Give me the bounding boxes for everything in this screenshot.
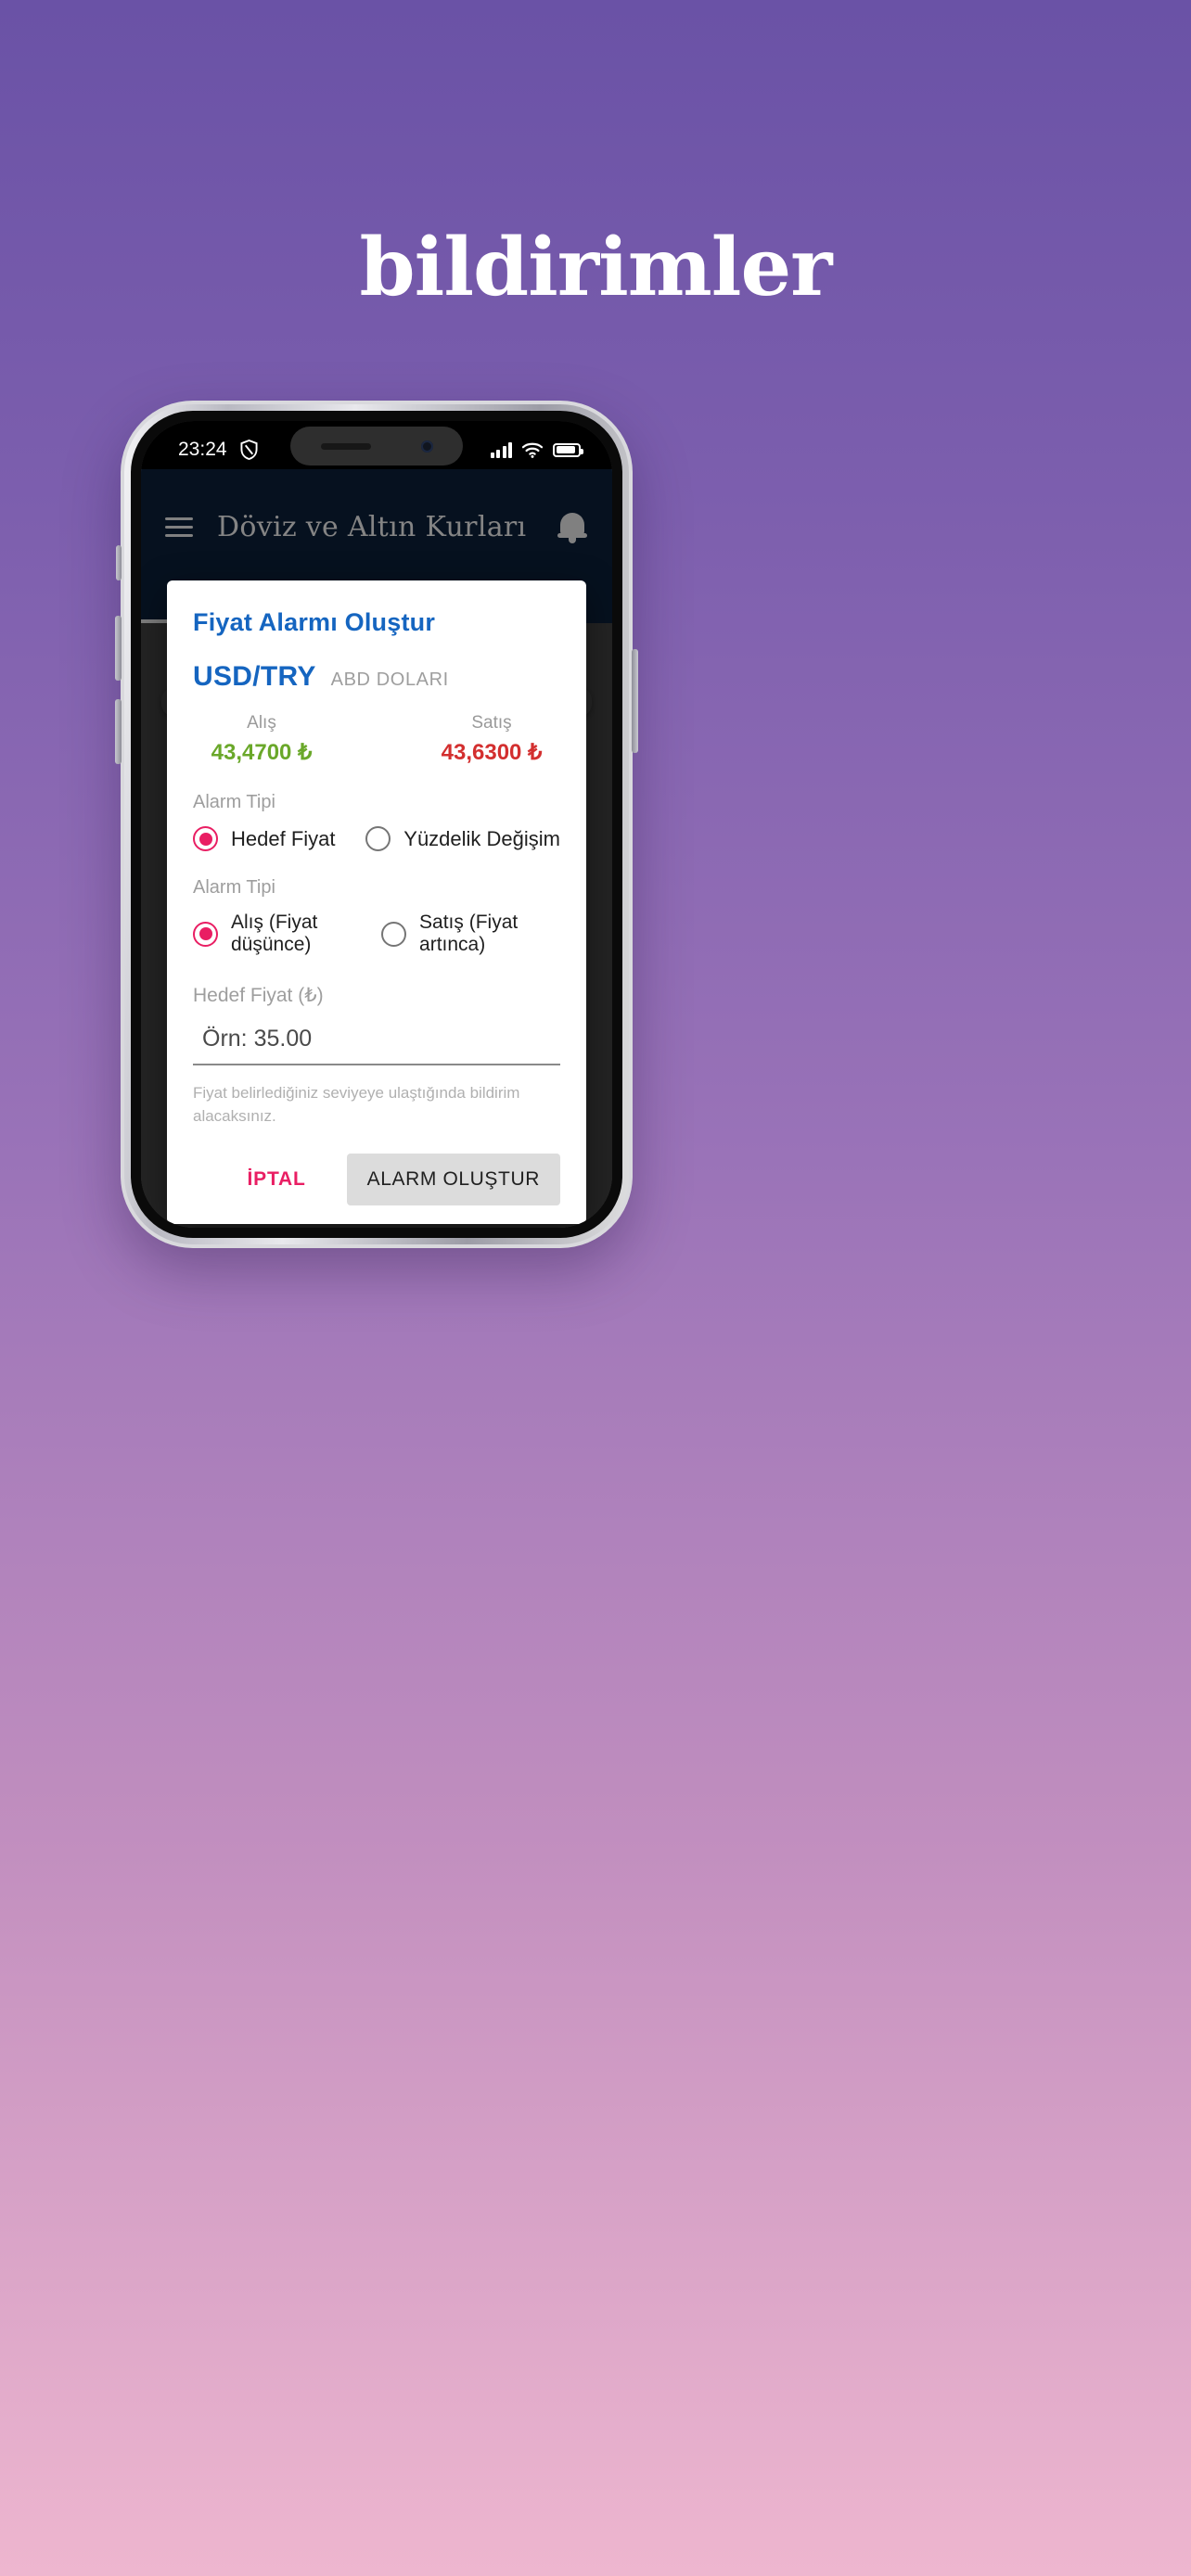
target-price-input[interactable]: Örn: 35.00: [193, 1022, 560, 1065]
direction-label: Alarm Tipi: [193, 877, 275, 898]
radio-alis-icon[interactable]: [193, 921, 218, 947]
page-title: Döviz ve Altın Kurları: [217, 510, 527, 543]
signal-bars-icon: [490, 441, 512, 458]
dialog-price-row: Alış 43,4700 ₺ Satış 43,6300 ₺: [193, 713, 560, 766]
front-camera: [420, 440, 433, 453]
phone-body: 23:24: [131, 411, 622, 1238]
price-alarm-dialog: Fiyat Alarmı Oluştur USD/TRY ABD DOLARI …: [167, 580, 586, 1225]
status-bar-left: 23:24: [178, 429, 258, 461]
radio-yuzdelik-degisim-icon[interactable]: [365, 826, 391, 851]
dialog-sell-value: 43,6300 ₺: [441, 740, 543, 765]
status-bar-right: [490, 432, 583, 458]
dialog-pair-code: USD/TRY: [193, 661, 316, 692]
dialog-pair-name: ABD DOLARI: [330, 670, 449, 690]
earpiece-speaker: [320, 442, 371, 450]
phone-screen: 23:24: [141, 421, 612, 1228]
status-bar-clock: 23:24: [178, 439, 227, 460]
hamburger-menu-icon[interactable]: [165, 516, 193, 537]
dialog-helper-text: Fiyat belirlediğiniz seviyeye ulaştığınd…: [193, 1084, 520, 1125]
radio-satis[interactable]: Satış (Fiyat artınca): [381, 912, 560, 956]
shield-icon: [240, 440, 258, 460]
radio-alis[interactable]: Alış (Fiyat düşünce): [193, 912, 374, 956]
app-bar: Döviz ve Altın Kurları: [141, 469, 612, 566]
direction-radio-group: Alış (Fiyat düşünce) Satış (Fiyat artınc…: [193, 912, 560, 956]
alarm-type-label: Alarm Tipi: [193, 792, 275, 812]
battery-icon: [553, 442, 583, 457]
radio-alis-label: Alış (Fiyat düşünce): [231, 912, 318, 955]
phone-notch: [290, 427, 463, 465]
app-content: Döviz ve Altın Kurları DÖVİZ ALTIN Son G…: [141, 469, 612, 1228]
radio-hedef-fiyat[interactable]: Hedef Fiyat: [193, 826, 336, 851]
promo-title: bildirimler: [359, 221, 833, 314]
radio-hedef-fiyat-icon[interactable]: [193, 826, 218, 851]
dialog-buy-label: Alış: [247, 713, 276, 733]
dialog-buy-block: Alış 43,4700 ₺: [193, 713, 380, 766]
dialog-buy-value: 43,4700 ₺: [211, 740, 313, 765]
phone-volume-up-button[interactable]: [115, 616, 122, 681]
cancel-button[interactable]: İPTAL: [231, 1157, 323, 1202]
status-bar: 23:24: [141, 421, 612, 469]
radio-yuzdelik-degisim-label: Yüzdelik Değişim: [403, 826, 560, 850]
dialog-pair-row: USD/TRY ABD DOLARI: [193, 661, 560, 693]
dialog-actions: İPTAL ALARM OLUŞTUR: [193, 1154, 560, 1206]
phone-mockup: 23:24: [115, 401, 638, 1248]
target-price-label: Hedef Fiyat (₺): [193, 985, 324, 1006]
wifi-icon: [521, 442, 544, 458]
radio-satis-label: Satış (Fiyat artınca): [419, 912, 519, 955]
radio-yuzdelik-degisim[interactable]: Yüzdelik Değişim: [365, 826, 560, 851]
phone-volume-down-button[interactable]: [115, 699, 122, 764]
bell-icon[interactable]: [557, 510, 588, 543]
radio-hedef-fiyat-label: Hedef Fiyat: [231, 826, 336, 850]
create-alarm-button[interactable]: ALARM OLUŞTUR: [346, 1154, 560, 1206]
dialog-sell-label: Satış: [471, 713, 512, 733]
radio-satis-icon[interactable]: [381, 921, 407, 947]
phone-power-button[interactable]: [632, 649, 638, 753]
dialog-sell-block: Satış 43,6300 ₺: [380, 713, 560, 766]
phone-mute-switch[interactable]: [116, 545, 122, 580]
alarm-type-radio-group: Hedef Fiyat Yüzdelik Değişim: [193, 826, 560, 851]
dialog-title: Fiyat Alarmı Oluştur: [193, 608, 436, 636]
